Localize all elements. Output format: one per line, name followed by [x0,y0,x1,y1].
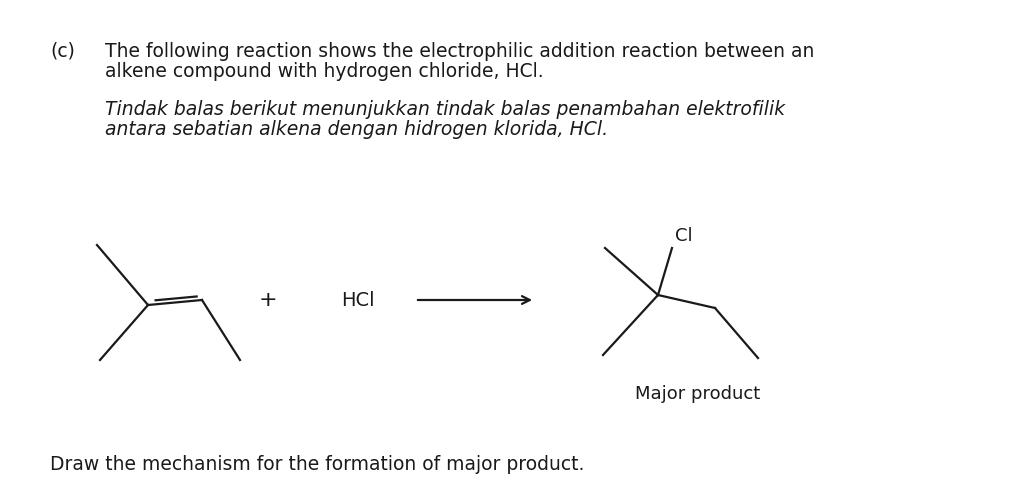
Text: Major product: Major product [635,385,760,403]
Text: Tindak balas berikut menunjukkan tindak balas penambahan elektrofilik: Tindak balas berikut menunjukkan tindak … [105,100,785,119]
Text: The following reaction shows the electrophilic addition reaction between an: The following reaction shows the electro… [105,42,814,61]
Text: HCl: HCl [341,291,375,310]
Text: antara sebatian alkena dengan hidrogen klorida, HCl.: antara sebatian alkena dengan hidrogen k… [105,120,608,139]
Text: (c): (c) [50,42,75,61]
Text: +: + [259,290,278,310]
Text: Cl: Cl [675,227,693,245]
Text: Draw the mechanism for the formation of major product.: Draw the mechanism for the formation of … [50,455,584,474]
Text: alkene compound with hydrogen chloride, HCl.: alkene compound with hydrogen chloride, … [105,62,544,81]
